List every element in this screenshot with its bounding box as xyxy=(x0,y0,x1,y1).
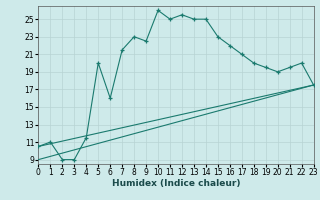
X-axis label: Humidex (Indice chaleur): Humidex (Indice chaleur) xyxy=(112,179,240,188)
